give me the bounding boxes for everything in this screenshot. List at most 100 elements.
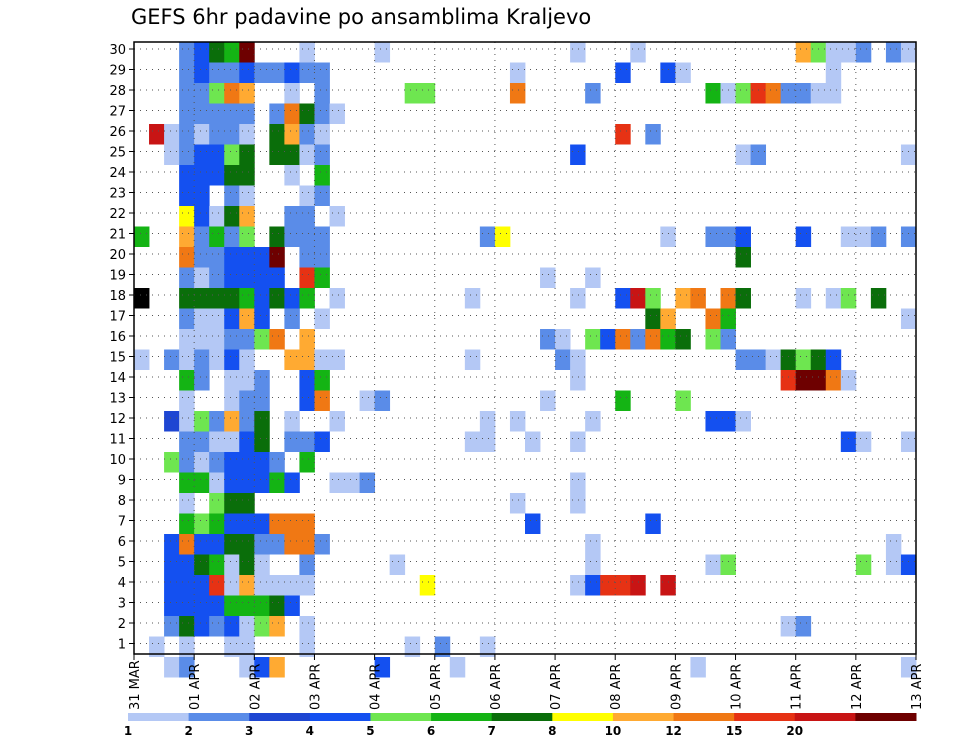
heatmap-cell	[179, 329, 195, 350]
heatmap-cell	[509, 411, 526, 432]
heatmap-cell	[735, 411, 751, 432]
heatmap-cell	[299, 267, 315, 288]
heatmap-cell	[194, 534, 210, 555]
heatmap-cell	[194, 62, 210, 83]
heatmap-cell	[194, 472, 210, 493]
heatmap-cell	[885, 42, 902, 63]
x-tick-label: 08 APR	[609, 664, 624, 710]
heatmap-cell	[570, 144, 586, 165]
y-tick-label: 25	[109, 146, 126, 161]
heatmap-cell	[224, 42, 240, 63]
heatmap-cell	[239, 595, 255, 616]
legend-tick-label: 6	[427, 724, 435, 738]
heatmap-cell	[239, 390, 255, 411]
heatmap-cell	[314, 226, 330, 247]
heatmap-cell	[675, 62, 691, 83]
heatmap-cell	[509, 83, 526, 104]
heatmap-cell	[585, 534, 601, 555]
heatmap-cell	[269, 62, 285, 83]
chart-title: GEFS 6hr padavine po ansamblima Kraljevo	[131, 5, 591, 29]
heatmap-cell	[570, 370, 586, 391]
y-tick-label: 5	[118, 556, 126, 571]
heatmap-cell	[224, 329, 240, 350]
heatmap-cell	[780, 349, 797, 370]
heatmap-cell	[269, 329, 285, 350]
heatmap-cell	[269, 534, 285, 555]
heatmap-cell	[239, 431, 255, 452]
heatmap-cell	[224, 452, 240, 473]
heatmap-cell	[194, 247, 210, 268]
heatmap-cell	[284, 206, 300, 227]
heatmap-cell	[840, 370, 857, 391]
heatmap-cell	[254, 62, 270, 83]
heatmap-cell	[464, 431, 481, 452]
heatmap-cell	[299, 390, 315, 411]
y-tick-label: 12	[109, 412, 126, 427]
y-tick-label: 10	[109, 453, 126, 468]
heatmap-cell	[720, 411, 736, 432]
heatmap-cell	[630, 288, 646, 309]
heatmap-cell	[254, 329, 270, 350]
heatmap-cell	[795, 288, 812, 309]
heatmap-cell	[179, 124, 195, 145]
heatmap-cell	[735, 144, 751, 165]
heatmap-cell	[269, 513, 285, 534]
heatmap-cell	[479, 411, 496, 432]
heatmap-cell	[179, 247, 195, 268]
heatmap-cell	[314, 431, 330, 452]
heatmap-cell	[540, 329, 556, 350]
heatmap-cell	[810, 83, 827, 104]
heatmap-cell	[825, 370, 842, 391]
legend-color-swatch	[370, 713, 432, 721]
heatmap-cell	[194, 329, 210, 350]
heatmap-cell	[825, 83, 842, 104]
legend-tick-label: 20	[786, 724, 803, 738]
heatmap-cell	[645, 124, 661, 145]
y-tick-label: 6	[118, 535, 126, 550]
heatmap-cell	[194, 308, 210, 329]
heatmap-cell	[464, 288, 481, 309]
legend-tick-label: 2	[184, 724, 192, 738]
x-tick-label: 10 APR	[730, 664, 745, 710]
heatmap-cell	[615, 288, 631, 309]
legend-color-swatch	[188, 713, 250, 721]
heatmap-cell	[570, 288, 586, 309]
x-tick-label: 04 APR	[369, 664, 384, 710]
heatmap-cell	[179, 554, 195, 575]
heatmap-cell	[705, 329, 721, 350]
heatmap-cell	[299, 349, 315, 370]
heatmap-cell	[194, 206, 210, 227]
heatmap-cell	[224, 513, 240, 534]
heatmap-cell	[299, 206, 315, 227]
heatmap-cell	[209, 452, 225, 473]
legend-color-swatch	[491, 713, 553, 721]
heatmap-cell	[555, 349, 571, 370]
x-tick-label: 01 APR	[188, 664, 203, 710]
heatmap-cell	[314, 390, 330, 411]
heatmap-cell	[630, 42, 646, 63]
heatmap-cell	[179, 452, 195, 473]
heatmap-cell	[570, 472, 586, 493]
heatmap-cell	[675, 390, 691, 411]
heatmap-cell	[314, 83, 330, 104]
heatmap-cell	[179, 493, 195, 514]
y-tick-label: 18	[109, 289, 126, 304]
heatmap-cell	[179, 472, 195, 493]
heatmap-cell	[660, 575, 676, 596]
heatmap-cell	[585, 575, 601, 596]
heatmap-cell	[269, 472, 285, 493]
heatmap-cell	[179, 42, 195, 63]
heatmap-cell	[314, 534, 330, 555]
heatmap-cell	[224, 575, 240, 596]
heatmap-cell	[179, 411, 195, 432]
heatmap-cell	[209, 411, 225, 432]
heatmap-cell	[224, 636, 240, 657]
heatmap-cell	[855, 226, 872, 247]
heatmap-cell	[254, 472, 270, 493]
legend-color-swatch	[734, 713, 796, 721]
heatmap-cell	[314, 124, 330, 145]
heatmap-cell	[645, 329, 661, 350]
heatmap-cell	[299, 513, 315, 534]
heatmap-cell	[795, 42, 812, 63]
heatmap-cells	[134, 42, 917, 678]
